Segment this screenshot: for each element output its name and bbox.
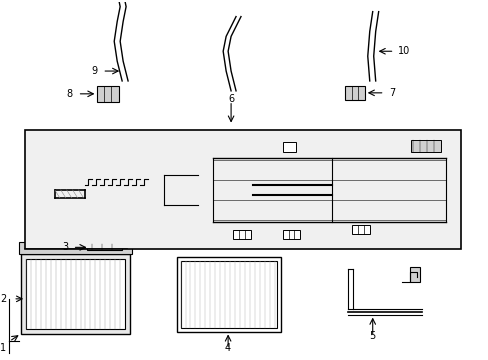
Bar	[233, 230, 250, 239]
Bar	[19, 242, 132, 254]
Bar	[344, 86, 364, 100]
Bar	[176, 257, 280, 332]
Bar	[25, 130, 460, 249]
Text: 5: 5	[369, 332, 375, 341]
Bar	[351, 225, 369, 234]
Text: 1: 1	[0, 343, 6, 353]
Text: 8: 8	[66, 89, 73, 99]
Text: 2: 2	[0, 294, 6, 304]
Text: 6: 6	[227, 94, 234, 104]
Bar	[97, 86, 119, 102]
Text: 4: 4	[224, 343, 231, 353]
Bar	[180, 261, 276, 328]
Text: 9: 9	[91, 66, 97, 76]
Text: 10: 10	[397, 46, 409, 56]
Bar	[87, 244, 122, 250]
Bar	[410, 140, 440, 152]
Text: 3: 3	[62, 242, 69, 252]
Bar	[21, 254, 130, 333]
Bar	[26, 259, 125, 329]
Text: 7: 7	[389, 88, 395, 98]
Bar	[409, 267, 419, 282]
Bar	[282, 230, 300, 239]
Bar	[282, 142, 296, 152]
